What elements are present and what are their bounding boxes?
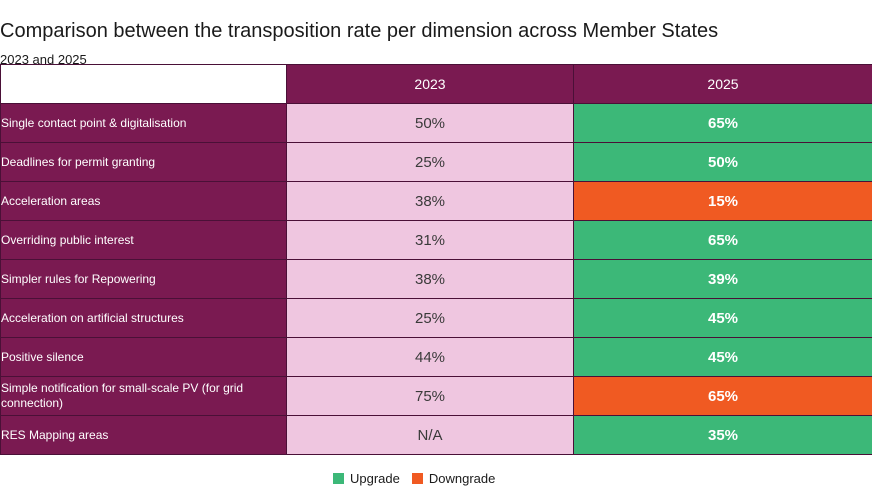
chart-subtitle: 2023 and 2025 [0, 52, 87, 67]
legend-label-downgrade: Downgrade [428, 471, 496, 486]
legend-item-upgrade: Upgrade [333, 471, 400, 486]
table-row: Acceleration on artificial structures 25%… [0, 298, 872, 338]
value-2023: 44% [286, 337, 574, 377]
value-2023: 25% [286, 142, 574, 182]
value-2025: 65% [573, 103, 872, 143]
legend-label-upgrade: Upgrade [350, 471, 400, 486]
legend: Upgrade Downgrade [333, 471, 507, 486]
legend-swatch-downgrade [411, 473, 423, 484]
table-body: Single contact point & digitalisation 50%… [0, 103, 872, 455]
value-2025: 15% [573, 181, 872, 221]
dimension-label: RES Mapping areas [0, 415, 287, 455]
value-2023: 38% [286, 181, 574, 221]
dimension-label: Simpler rules for Repowering [0, 259, 287, 299]
column-header-2023: 2023 [286, 64, 574, 104]
column-header-2025: 2025 [573, 64, 872, 104]
table-row: Positive silence 44% 45% [0, 337, 872, 377]
value-2023: 50% [286, 103, 574, 143]
table-row: Deadlines for permit granting 25% 50% [0, 142, 872, 182]
value-2025: 39% [573, 259, 872, 299]
dimension-label: Positive silence [0, 337, 287, 377]
value-2025: 45% [573, 298, 872, 338]
dimension-label: Acceleration on artificial structures [0, 298, 287, 338]
chart-title: Comparison between the transposition rat… [0, 20, 719, 42]
comparison-table: 2023 2025 Single contact point & digital… [0, 64, 872, 455]
header-row: 2023 2025 [0, 64, 872, 104]
value-2025: 65% [573, 220, 872, 260]
value-2023: 25% [286, 298, 574, 338]
legend-swatch-upgrade [333, 473, 344, 484]
dimension-label: Simple notification for small-scale PV (… [0, 376, 287, 416]
value-2023: 38% [286, 259, 574, 299]
dimension-label: Acceleration areas [0, 181, 287, 221]
table-row: Acceleration areas 38% 15% [0, 181, 872, 221]
dimension-label: Deadlines for permit granting [0, 142, 287, 182]
value-2023: 75% [286, 376, 574, 416]
value-2025: 65% [573, 376, 872, 416]
value-2023: N/A [286, 415, 574, 455]
table-row: Overriding public interest 31% 65% [0, 220, 872, 260]
table-row: Single contact point & digitalisation 50%… [0, 103, 872, 143]
legend-item-downgrade: Downgrade [411, 471, 496, 486]
value-2025: 35% [573, 415, 872, 455]
dimension-label: Single contact point & digitalisation [0, 103, 287, 143]
table-row: Simple notification for small-scale PV (… [0, 376, 872, 416]
value-2025: 50% [573, 142, 872, 182]
value-2025: 45% [573, 337, 872, 377]
table-row: RES Mapping areas N/A 35% [0, 415, 872, 455]
table-row: Simpler rules for Repowering 38% 39% [0, 259, 872, 299]
dimension-label: Overriding public interest [0, 220, 287, 260]
value-2023: 31% [286, 220, 574, 260]
header-corner [0, 64, 287, 104]
